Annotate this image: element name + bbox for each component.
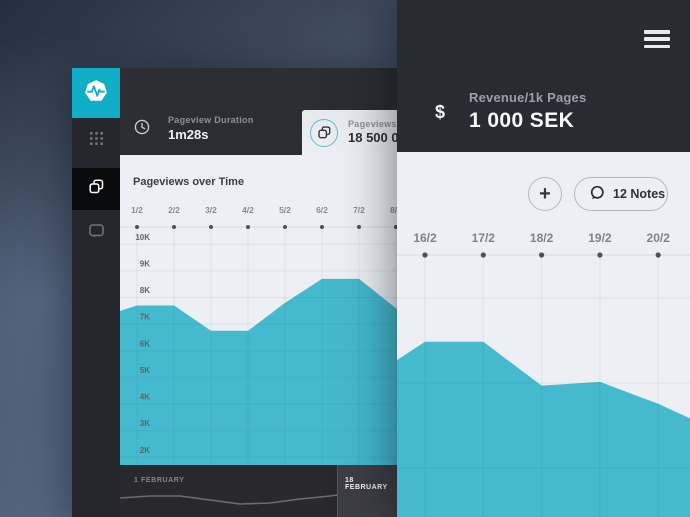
- revenue-label: Revenue/1k Pages: [469, 90, 587, 105]
- sidebar-item-dashboard[interactable]: [72, 120, 120, 162]
- sidebar-item-pages[interactable]: [72, 168, 120, 210]
- chat-icon: [88, 223, 104, 243]
- y-tick-label: 7K: [140, 313, 150, 322]
- x-tick-label: 8/2: [390, 205, 397, 215]
- axis-dot: [135, 225, 139, 229]
- revenue-area-series: [397, 341, 690, 517]
- axis-dot: [283, 225, 287, 229]
- axis-dot: [597, 252, 603, 258]
- x-tick-label: 2/2: [168, 205, 180, 215]
- metrics-header: Pageview Duration 1m28s Pageviews 18 500…: [120, 68, 397, 155]
- x-tick-label: 4/2: [242, 205, 254, 215]
- grid-icon: [89, 132, 103, 150]
- axis-dot: [209, 225, 213, 229]
- add-note-button[interactable]: +: [528, 177, 562, 211]
- sidebar: [72, 68, 120, 517]
- x-tick-label: 17/2: [472, 231, 496, 245]
- pages-icon: [310, 118, 338, 147]
- pageviews-chart: Pageviews over Time 1/2 2/2 3/2 4/2 5/2 6/2 7/…: [120, 155, 397, 465]
- range-start-label: 1 FEBRUARY: [134, 477, 185, 484]
- dollar-icon: $: [435, 101, 446, 122]
- pageviews-area-series: [120, 278, 397, 465]
- revenue-value: 1 000 SEK: [469, 108, 575, 132]
- x-tick-label: 1/2: [131, 205, 143, 215]
- metric-label: Pageview Duration: [168, 115, 254, 126]
- axis-dot: [422, 252, 428, 258]
- y-tick-label: 2K: [140, 446, 150, 455]
- pages-icon: [88, 179, 104, 199]
- axis-dot: [246, 225, 250, 229]
- left-panel: Pageview Duration 1m28s Pageviews 18 500…: [72, 68, 397, 517]
- y-tick-label: 8K: [140, 286, 150, 295]
- notes-button-label: 12 Notes: [613, 187, 666, 201]
- axis-dot: [539, 252, 545, 258]
- revenue-metric: $ Revenue/1k Pages 1 000 SEK: [435, 90, 586, 134]
- axis-dot: [394, 225, 397, 229]
- hamburger-menu-icon[interactable]: [644, 30, 670, 48]
- revenue-header: $ Revenue/1k Pages 1 000 SEK: [397, 0, 690, 152]
- axis-dot: [480, 252, 486, 258]
- y-tick-label: 4K: [140, 393, 150, 402]
- y-tick-label: 9K: [140, 259, 150, 268]
- x-tick-label: 20/2: [647, 231, 671, 245]
- x-tick-label: 19/2: [588, 231, 612, 245]
- axis-dot: [655, 252, 661, 258]
- y-tick-label: 6K: [140, 339, 150, 348]
- revenue-chart-area: 16/2 17/2 18/2 19/2 20/2 + 12 Notes: [397, 152, 690, 517]
- sparkline-gray: [120, 494, 338, 505]
- axis-dot: [172, 225, 176, 229]
- axis-dot: [357, 225, 361, 229]
- x-tick-label: 18/2: [530, 231, 554, 245]
- clock-icon: [134, 119, 150, 140]
- right-panel: $ Revenue/1k Pages 1 000 SEK 16/2 17/2 18/…: [397, 0, 690, 517]
- date-range-bar: 1 FEBRUARY 18 FEBRUARY: [120, 465, 397, 517]
- x-tick-label: 7/2: [353, 205, 365, 215]
- pageviews-area-chart: 1/2 2/2 3/2 4/2 5/2 6/2 7/2 8/2 10K 9K 8K 7K 6K 5K 4K 3…: [120, 205, 397, 465]
- tab-pageviews[interactable]: Pageviews 18 500 0: [302, 110, 397, 155]
- range-end-handle[interactable]: 18 FEBRUARY: [337, 465, 397, 517]
- x-tick-label: 16/2: [413, 231, 437, 245]
- y-tick-label: 5K: [140, 366, 150, 375]
- tab-pageview-duration[interactable]: Pageview Duration 1m28s: [134, 107, 254, 151]
- y-tick-label: 3K: [140, 419, 150, 428]
- notes-button[interactable]: 12 Notes: [574, 177, 668, 211]
- chart-title: Pageviews over Time: [133, 176, 245, 188]
- metric-value: 1m28s: [168, 126, 209, 142]
- y-tick-label: 10K: [135, 233, 150, 242]
- speech-bubble-icon: [589, 185, 605, 204]
- x-tick-label: 5/2: [279, 205, 291, 215]
- x-tick-label: 6/2: [316, 205, 328, 215]
- sidebar-item-comments[interactable]: [72, 212, 120, 254]
- metric-label: Pageviews: [348, 118, 397, 129]
- x-tick-label: 3/2: [205, 205, 217, 215]
- metric-value: 18 500 0: [348, 130, 397, 145]
- axis-dot: [320, 225, 324, 229]
- app-logo[interactable]: [72, 68, 120, 118]
- range-end-label: 18 FEBRUARY: [345, 477, 388, 491]
- revenue-area-chart: 16/2 17/2 18/2 19/2 20/2: [397, 231, 690, 517]
- pulse-logo-icon: [83, 78, 109, 109]
